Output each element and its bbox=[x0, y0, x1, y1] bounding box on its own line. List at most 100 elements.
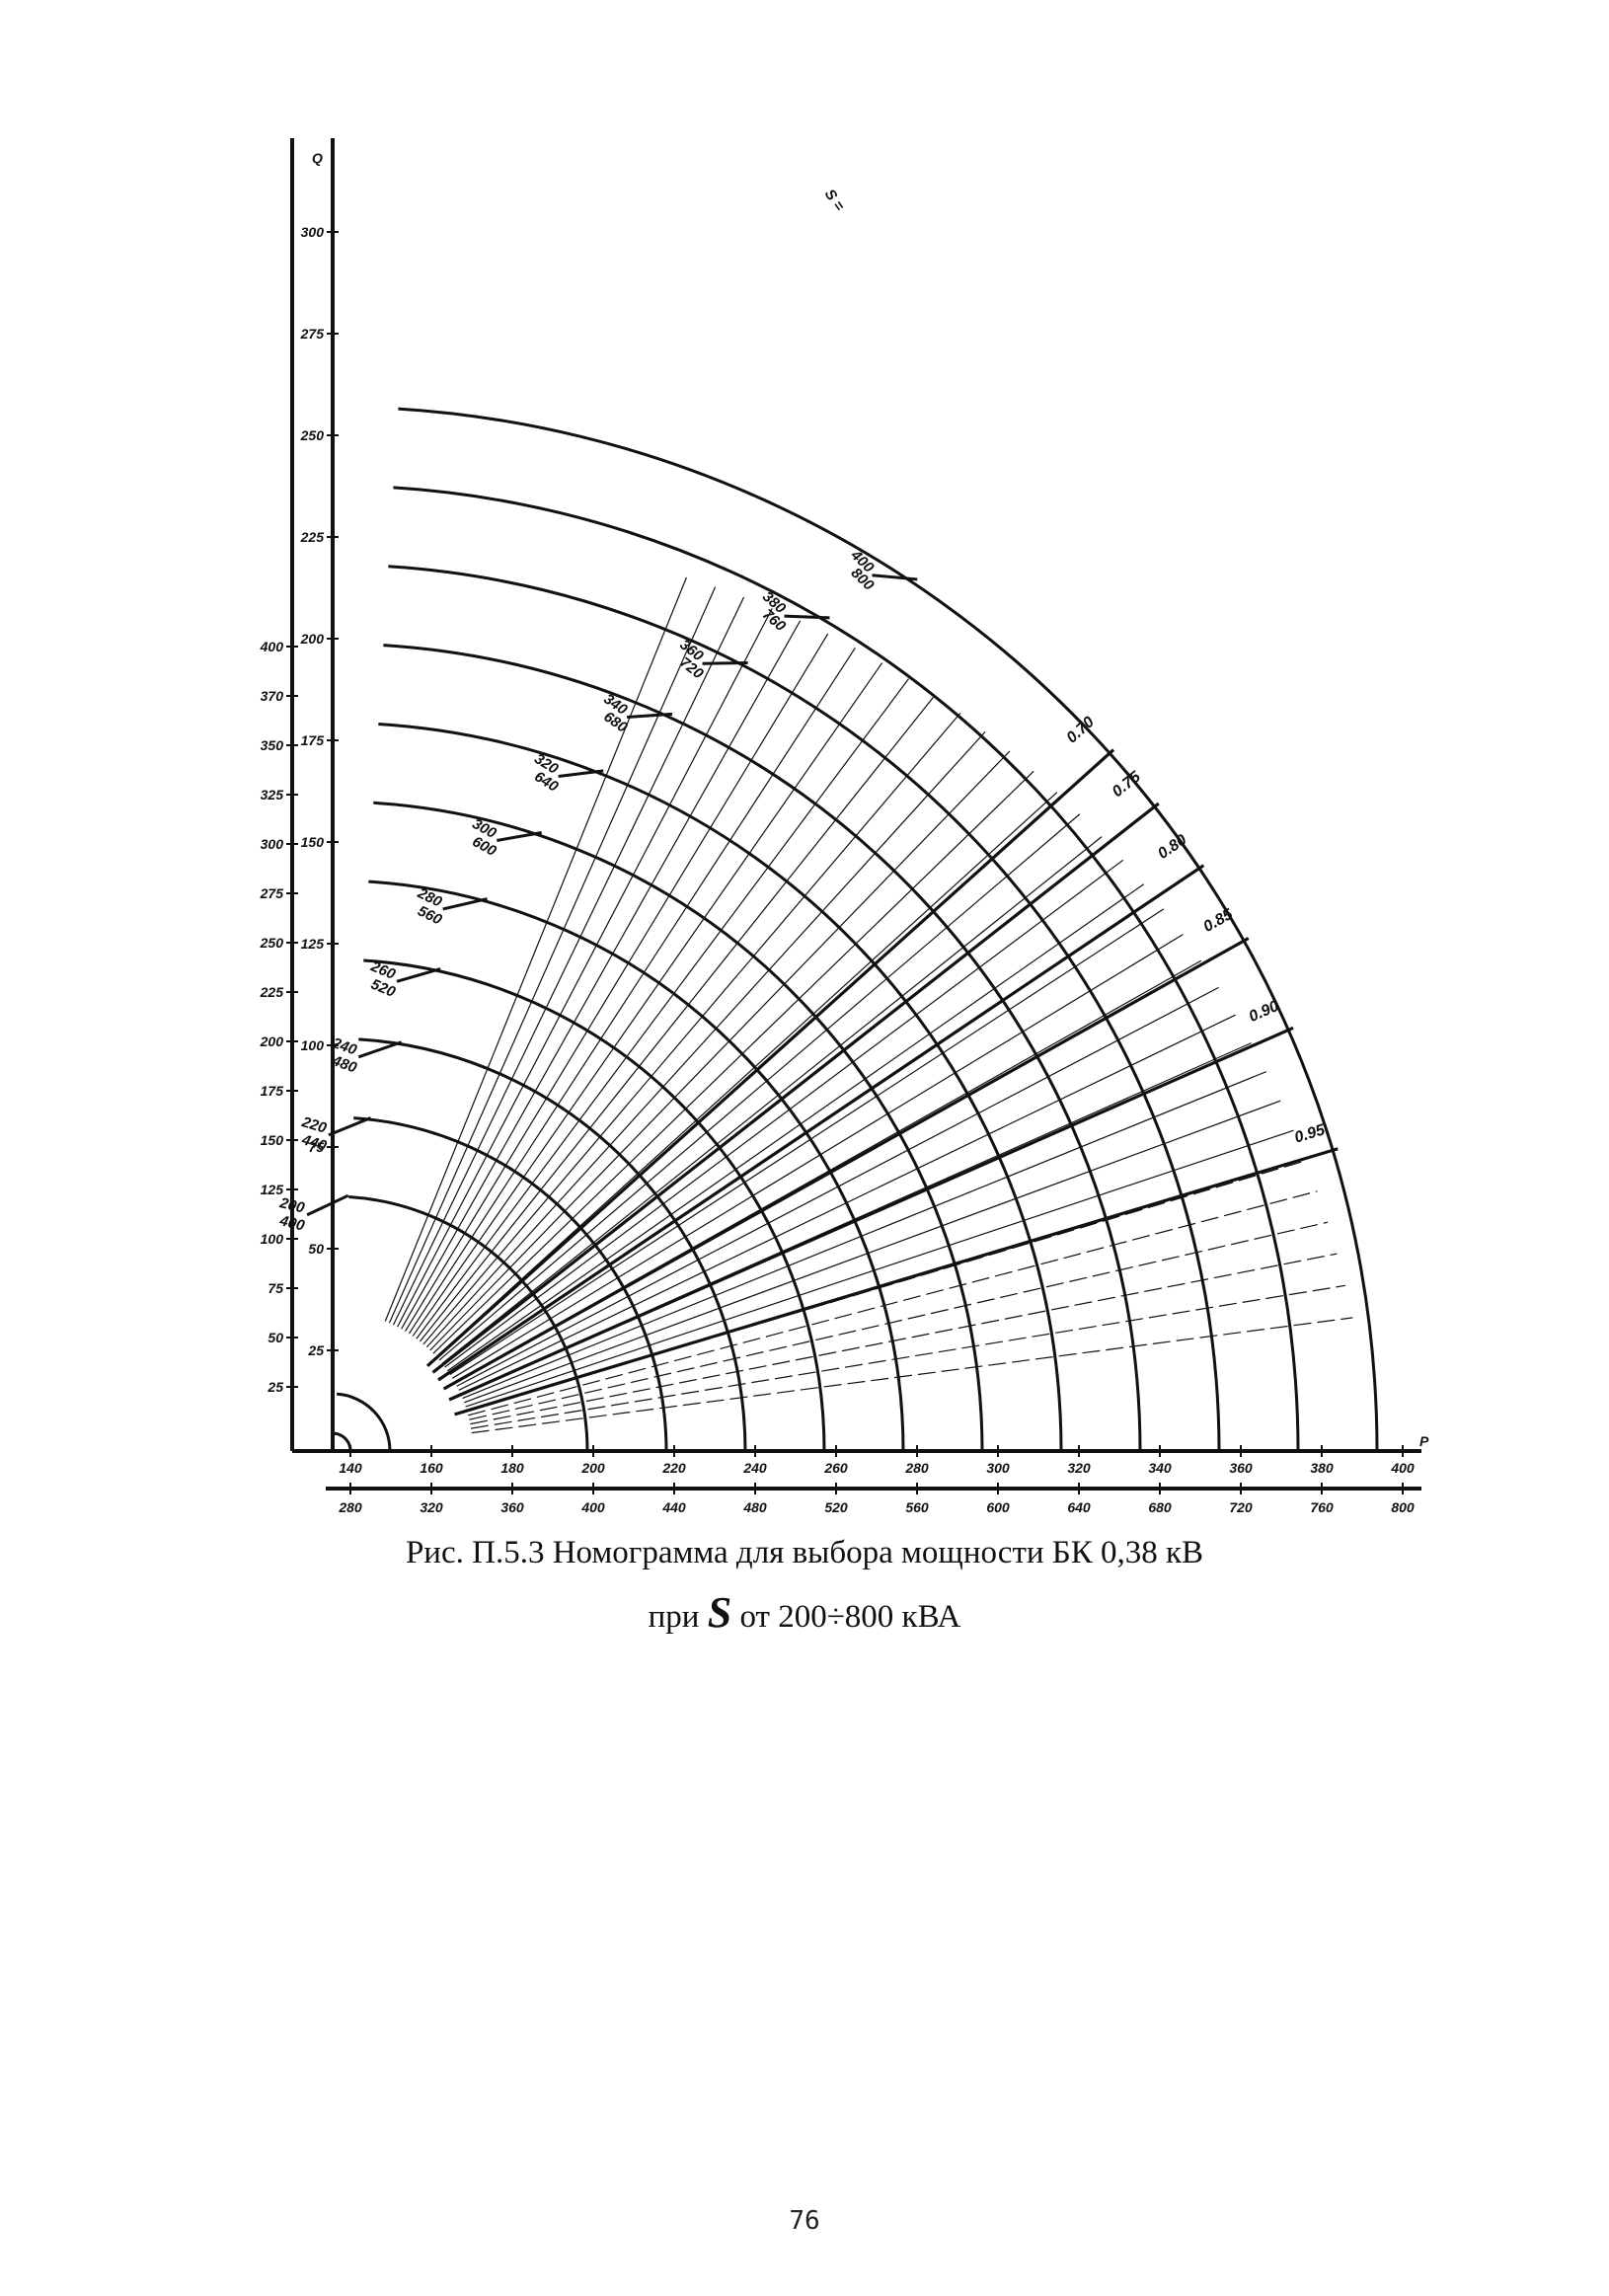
hatch-line bbox=[429, 750, 1011, 1351]
hatch-line bbox=[451, 934, 1184, 1379]
q-right-tick-label: 25 bbox=[307, 1342, 324, 1358]
s-scale-line bbox=[306, 1193, 349, 1217]
cos-phi-ray bbox=[454, 1147, 1339, 1416]
q-left-tick-label: 50 bbox=[268, 1330, 283, 1345]
s-scale-bottom: 760 bbox=[759, 606, 790, 636]
hatch-line bbox=[441, 836, 1103, 1364]
hatch-line bbox=[432, 770, 1034, 1354]
p-upper-tick-label: 280 bbox=[904, 1460, 929, 1476]
cos-phi-label: 0.90 bbox=[1247, 998, 1281, 1026]
q-left-tick-label: 300 bbox=[261, 836, 284, 852]
p-upper-tick-label: 300 bbox=[986, 1460, 1010, 1476]
p-lower-tick-label: 360 bbox=[500, 1499, 524, 1515]
s-scale-bottom: 400 bbox=[277, 1212, 307, 1235]
s-scale-line bbox=[442, 897, 488, 911]
hatch-line bbox=[384, 576, 687, 1322]
cos-phi-label: 0.85 bbox=[1200, 905, 1236, 936]
q-right-tick-label: 275 bbox=[300, 326, 325, 342]
s-scale-bottom: 800 bbox=[848, 565, 878, 594]
power-arcs bbox=[334, 407, 1379, 1452]
p-upper-tick-label: 200 bbox=[580, 1460, 605, 1476]
power-arc bbox=[373, 801, 984, 1452]
hatch-line bbox=[422, 713, 961, 1345]
hatch-line bbox=[444, 859, 1124, 1368]
hatch-line bbox=[419, 695, 936, 1342]
hatch-line bbox=[449, 908, 1165, 1375]
q-left-tick-label: 400 bbox=[260, 639, 284, 654]
q-right-tick-label: 125 bbox=[301, 936, 325, 952]
p-axis-upper-ticks: 140 160 180 200 220 240 260 280 300 320 340 360 380 4… bbox=[339, 1445, 1415, 1476]
power-arc-inner bbox=[334, 1431, 352, 1452]
p-lower-tick-label: 720 bbox=[1229, 1499, 1253, 1515]
p-axis-label: P bbox=[1419, 1433, 1429, 1449]
p-upper-tick-label: 360 bbox=[1229, 1460, 1253, 1476]
hatch-line bbox=[416, 678, 909, 1339]
q-left-tick-label: 175 bbox=[261, 1083, 284, 1099]
power-arc bbox=[383, 644, 1142, 1452]
hatch-line bbox=[388, 586, 717, 1324]
cos-phi-ray bbox=[448, 1026, 1294, 1402]
s-scale-label: S = bbox=[821, 187, 848, 215]
p-lower-tick-label: 480 bbox=[742, 1499, 767, 1515]
s-scale-bottom: 520 bbox=[368, 976, 398, 1002]
q-right-tick-label: 100 bbox=[301, 1037, 325, 1053]
q-left-tick-label: 370 bbox=[261, 688, 284, 704]
p-upper-tick-label: 240 bbox=[742, 1460, 767, 1476]
q-right-tick-label: 175 bbox=[301, 732, 325, 748]
p-lower-tick-label: 680 bbox=[1148, 1499, 1172, 1515]
power-arc-inner bbox=[336, 1392, 392, 1452]
s-scale: 2004002204402404802605202805603006003206… bbox=[277, 546, 918, 1235]
q-right-tick-label: 150 bbox=[301, 834, 325, 850]
q-left-tick-label: 150 bbox=[261, 1132, 284, 1148]
cos-phi-label: 0.80 bbox=[1155, 831, 1189, 863]
s-scale-line bbox=[558, 769, 604, 778]
p-upper-tick-label: 140 bbox=[339, 1460, 362, 1476]
p-lower-tick-label: 440 bbox=[661, 1499, 686, 1515]
s-scale-bottom: 720 bbox=[676, 654, 707, 683]
s-scale-line bbox=[627, 712, 673, 719]
s-scale-bottom: 600 bbox=[469, 833, 499, 860]
s-scale-bottom: 640 bbox=[531, 768, 562, 796]
s-scale-line bbox=[357, 1040, 403, 1059]
s-scale-top: 220 bbox=[299, 1113, 329, 1137]
q-right-tick-label: 50 bbox=[308, 1241, 324, 1257]
q-right-tick-label: 200 bbox=[300, 631, 325, 647]
q-left-tick-label: 325 bbox=[261, 787, 284, 803]
caption-suffix: от 200÷800 кВА bbox=[731, 1599, 961, 1635]
s-scale-line bbox=[328, 1116, 372, 1137]
hatch-line bbox=[393, 596, 745, 1326]
p-upper-tick-label: 380 bbox=[1310, 1460, 1334, 1476]
p-lower-tick-label: 600 bbox=[986, 1499, 1010, 1515]
p-lower-tick-label: 760 bbox=[1310, 1499, 1334, 1515]
cos-phi-ray bbox=[442, 937, 1250, 1391]
s-scale-bottom: 560 bbox=[415, 902, 445, 928]
q-left-tick-label: 350 bbox=[261, 737, 284, 753]
hatch-line bbox=[456, 986, 1219, 1387]
hatch-line bbox=[471, 1317, 1353, 1434]
hatch-line bbox=[462, 1071, 1267, 1400]
p-upper-tick-label: 400 bbox=[1390, 1460, 1415, 1476]
hatch-line bbox=[463, 1100, 1281, 1404]
p-upper-tick-label: 220 bbox=[661, 1460, 686, 1476]
power-arc bbox=[368, 880, 905, 1452]
hatch-line bbox=[468, 1190, 1318, 1416]
power-arc bbox=[398, 407, 1379, 1452]
q-left-tick-label: 200 bbox=[260, 1033, 284, 1049]
cos-phi-ray bbox=[437, 864, 1205, 1382]
hatch-line bbox=[470, 1253, 1338, 1425]
caption-s-symbol: S bbox=[707, 1588, 732, 1637]
power-arc bbox=[348, 1195, 589, 1452]
cos-phi-label: 0.75 bbox=[1110, 768, 1145, 801]
q-axis-left-ticks: 400 370 350 325 300 275 250 225 200 175 150 125 100 7… bbox=[260, 639, 298, 1395]
power-arc bbox=[363, 958, 826, 1452]
q-left-tick-label: 100 bbox=[261, 1231, 284, 1247]
cos-phi-ray bbox=[425, 748, 1115, 1367]
q-left-tick-label: 250 bbox=[260, 935, 284, 951]
p-upper-tick-label: 260 bbox=[823, 1460, 848, 1476]
p-lower-tick-label: 400 bbox=[580, 1499, 605, 1515]
q-left-tick-label: 75 bbox=[268, 1280, 283, 1296]
hatch-line bbox=[458, 1014, 1236, 1391]
q-right-tick-label: 300 bbox=[301, 224, 325, 240]
page-number: 76 bbox=[789, 2206, 820, 2236]
